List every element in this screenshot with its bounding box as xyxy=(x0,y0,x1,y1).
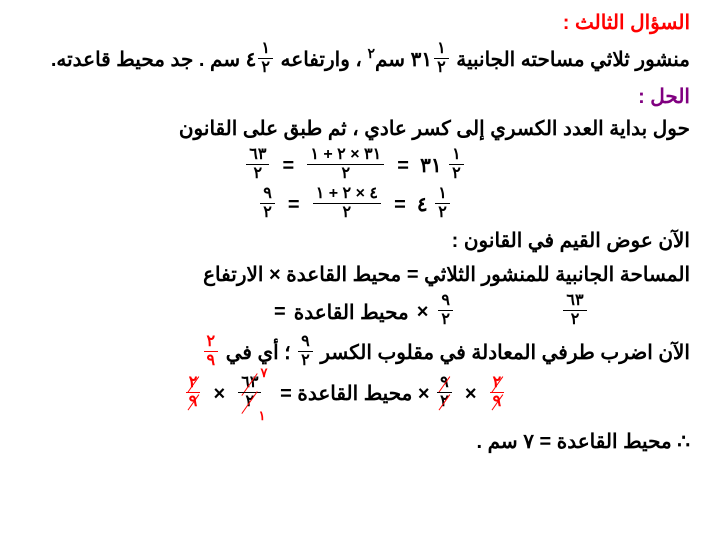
frac-area: ٦٣ ٢ xyxy=(563,293,586,328)
times: × xyxy=(418,383,435,405)
substitution-line: = محيط القاعدة × ٩ ٢ ٦٣ ٢ xyxy=(20,295,690,330)
cancel-result-bot: ١ xyxy=(258,408,265,424)
formula-r2: الارتفاع xyxy=(203,264,263,286)
frac-den: ٢ xyxy=(438,310,453,328)
frac-den: ٢ xyxy=(298,351,313,369)
frac-num: ١ xyxy=(258,41,273,58)
frac-mixed: ١ ٢ xyxy=(449,147,464,182)
frac-expand: ٣١ × ٢ + ١ ٢ xyxy=(307,147,384,182)
question-title: السؤال الثالث : xyxy=(20,10,690,35)
formula-r1: محيط القاعدة xyxy=(286,264,401,286)
solution-title: الحل : xyxy=(20,84,690,109)
frac-den: ٢ xyxy=(260,203,275,221)
perimeter-label: محيط القاعدة xyxy=(297,383,412,405)
problem-part1: منشور ثلاثي مساحته الجانبية xyxy=(451,49,690,71)
final-answer: ∴ محيط القاعدة = ٧ سم . xyxy=(20,428,690,456)
whole-area: ٣١ xyxy=(411,49,432,71)
frac-num: ٩ xyxy=(260,186,275,203)
frac-num: ٩ xyxy=(298,334,313,351)
frac-63-2: ٦٣ ٢ xyxy=(238,375,261,410)
formula-lhs: المساحة الجانبية للمنشور الثلاثي xyxy=(424,264,690,286)
frac-box-left: ٢ ٩ xyxy=(184,377,203,412)
exponent: ٢ xyxy=(367,45,375,61)
frac-den: ٢ xyxy=(434,58,449,76)
times: × xyxy=(417,301,429,324)
step-1: حول بداية العدد الكسري إلى كسر عادي ، ثم… xyxy=(20,115,690,143)
frac-mixed: ١ ٢ xyxy=(435,186,450,221)
whole: ٣١ xyxy=(420,155,441,177)
frac-num: ٦٣ xyxy=(246,147,269,164)
frac-num: ٢ xyxy=(490,375,505,392)
frac-num: ١ xyxy=(435,186,450,203)
frac-num: ٣١ × ٢ + ١ xyxy=(307,147,384,164)
frac-den: ٢ xyxy=(563,310,586,328)
frac-den: ٢ xyxy=(246,164,269,182)
frac-den: ٩ xyxy=(204,351,219,369)
frac-cancel-1: ٢ ٩ xyxy=(186,375,201,410)
frac-den: ٩ xyxy=(490,392,505,410)
frac-num: ٢ xyxy=(186,375,201,392)
frac-num: ١ xyxy=(434,41,449,58)
frac-num: ٤ × ٢ + ١ xyxy=(313,186,381,203)
frac-num: ٢ xyxy=(204,334,219,351)
equation-2: ٩ ٢ = ٤ × ٢ + ١ ٢ = ٤ ١ ٢ xyxy=(20,188,690,223)
step-2: الآن عوض القيم في القانون : xyxy=(20,227,690,255)
frac-den: ٢ xyxy=(437,392,452,410)
frac-expand: ٤ × ٢ + ١ ٢ xyxy=(313,186,381,221)
fraction-height: ١ ٢ xyxy=(258,41,273,76)
unit-height-rest: سم . جد محيط قاعدته. xyxy=(51,49,246,71)
equals: = xyxy=(274,301,286,324)
perimeter-label: محيط القاعدة xyxy=(294,300,409,325)
frac-den: ٢ xyxy=(307,164,384,182)
frac-cancel-3: ٢ ٩ xyxy=(490,375,505,410)
frac-divisor: ٩ ٢ xyxy=(298,334,313,369)
frac-num: ٦٣ xyxy=(563,293,586,310)
frac-cancel-2: ٩ ٢ xyxy=(437,375,452,410)
frac-den: ٢ xyxy=(449,164,464,182)
frac-num: ٩ xyxy=(438,293,453,310)
step3-p2: ؛ أي في xyxy=(220,342,290,364)
step3-p1: الآن اضرب طرفي المعادلة في مقلوب الكسر xyxy=(315,342,690,364)
frac-den: ٢ xyxy=(258,58,273,76)
frac-height: ٩ ٢ xyxy=(438,293,453,328)
frac-num: ٦٣ xyxy=(238,375,261,392)
frac-den: ٩ xyxy=(186,392,201,410)
whole: ٤ xyxy=(417,194,428,216)
fraction-area: ١ ٢ xyxy=(434,41,449,76)
frac-den: ٢ xyxy=(313,203,381,221)
formula-line: المساحة الجانبية للمنشور الثلاثي = محيط … xyxy=(20,261,690,289)
frac-reciprocal: ٢ ٩ xyxy=(204,334,219,369)
frac-result: ٩ ٢ xyxy=(260,186,275,221)
equals: = xyxy=(275,383,298,405)
frac-box-63: ٧ ٦٣ ٢ ١ xyxy=(236,377,263,412)
cancel-result-top: ٧ xyxy=(260,365,267,381)
unit-area: سم xyxy=(375,49,411,71)
whole-height: ٤ xyxy=(246,49,257,71)
equals: = xyxy=(401,264,418,286)
problem-statement: منشور ثلاثي مساحته الجانبية ١ ٢ ٣١ سم٢ ،… xyxy=(20,43,690,78)
frac-den: ٢ xyxy=(435,203,450,221)
step-3: الآن اضرب طرفي المعادلة في مقلوب الكسر ٩… xyxy=(20,336,690,371)
frac-num: ٩ xyxy=(437,375,452,392)
equation-1: ٦٣ ٢ = ٣١ × ٢ + ١ ٢ = ٣١ ١ ٢ xyxy=(20,149,690,184)
times: × xyxy=(263,264,280,286)
frac-result: ٦٣ ٢ xyxy=(246,147,269,182)
problem-part2: ، وارتفاعه xyxy=(275,49,362,71)
final-equation: ٢ ٩ × ٧ ٦٣ ٢ ١ = محيط القاعدة × ٩ ٢ × ٢ … xyxy=(20,377,690,412)
frac-num: ١ xyxy=(449,147,464,164)
